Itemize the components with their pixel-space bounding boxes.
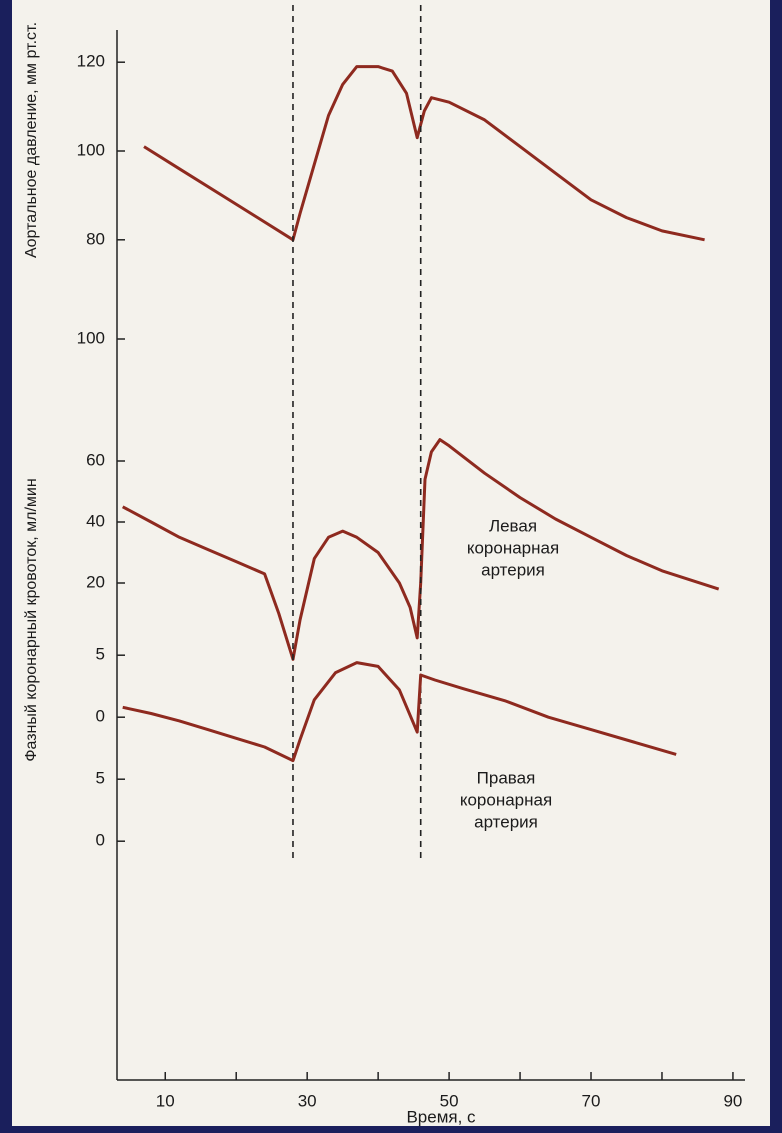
curve-label: коронарная [460, 790, 552, 809]
x-axis-label: Время, с [406, 1107, 476, 1126]
curve-label: Левая [489, 516, 537, 535]
x-tick-label: 30 [298, 1091, 317, 1110]
page-background [12, 0, 770, 1126]
curve-label: артерия [474, 812, 538, 831]
y-axis-label: Фазный коронарный кровоток, мл/мин [23, 478, 40, 761]
y-tick-label: 80 [86, 229, 105, 248]
curve-label: Правая [477, 768, 536, 787]
y-tick-label: 40 [86, 511, 105, 530]
y-tick-label: 60 [86, 450, 105, 469]
page: {"chart_data": [ {"type": "line", "ylabe… [0, 0, 782, 1133]
x-tick-label: 90 [723, 1091, 742, 1110]
curve-label: артерия [481, 560, 545, 579]
y-tick-label: 5 [96, 645, 105, 664]
figure: 80100120Аортальное давление, мм рт.ст.10… [0, 0, 782, 1133]
curve-label: коронарная [467, 538, 559, 557]
y-tick-label: 100 [77, 328, 105, 347]
y-tick-label: 20 [86, 572, 105, 591]
y-tick-label: 5 [96, 769, 105, 788]
y-tick-label: 100 [77, 140, 105, 159]
y-axis-label: Аортальное давление, мм рт.ст. [23, 22, 40, 258]
y-tick-label: 120 [77, 52, 105, 71]
x-tick-label: 10 [156, 1091, 175, 1110]
x-tick-label: 70 [582, 1091, 601, 1110]
y-tick-label: 0 [96, 831, 105, 850]
y-tick-label: 0 [96, 707, 105, 726]
